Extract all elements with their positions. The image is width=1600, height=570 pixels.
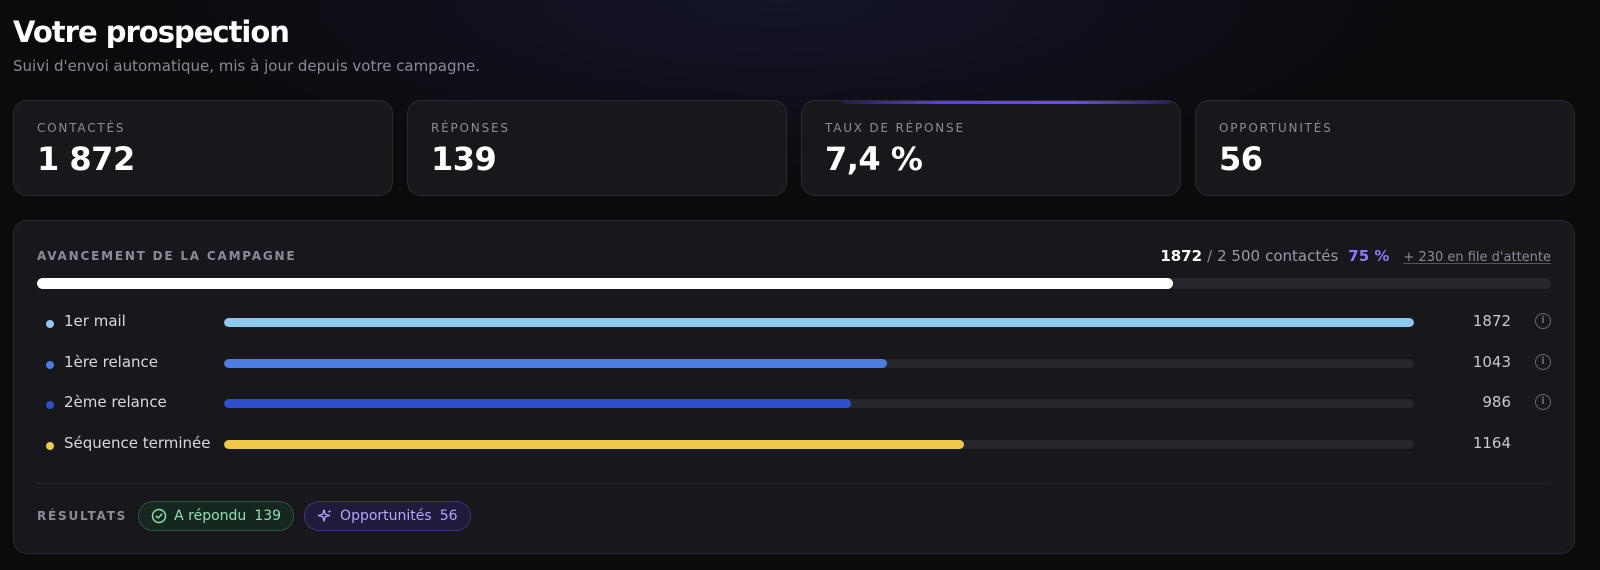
stat-card-contacts: CONTACTÉS 1 872 [13,100,393,196]
sequence-steps: 1er mail 1872 i 1ère relance 1043 i 2ème relan… [37,311,1551,473]
info-icon[interactable]: i [1535,313,1551,329]
step-progress-fill [224,358,887,368]
page-title: Votre prospection [13,15,290,49]
divider [37,483,1551,484]
chip-label: A répondu [174,508,247,524]
replied-chip[interactable]: A répondu 139 [138,501,295,531]
step-count: 1872 [1472,312,1511,330]
sequence-step-row: 2ème relance 986 i [37,392,1551,433]
step-progress-fill [224,399,852,408]
stats-row: CONTACTÉS 1 872 RÉPONSES 139 TAUX DE RÉP… [13,100,1575,196]
stat-card-opportunities: OPPORTUNITÉS 56 [1195,100,1575,196]
contacted-count: 1872 [1160,247,1203,265]
step-label: 1ère relance [64,352,159,371]
step-label: Séquence terminée [64,433,211,452]
sequence-step-row: 1er mail 1872 i [37,311,1551,352]
step-progress-bar [224,358,1414,368]
step-progress-bar [224,399,1414,408]
stat-label: TAUX DE RÉPONSE [825,121,965,135]
campaign-progress-fill [37,278,1173,289]
step-label: 1er mail [64,312,126,330]
stat-label: OPPORTUNITÉS [1219,121,1333,135]
info-icon[interactable]: i [1535,353,1551,370]
total-count: 2 500 [1217,247,1261,265]
step-progress-bar [224,439,1414,449]
queue-link[interactable]: + 230 en file d'attente [1403,250,1551,265]
results-row: RÉSULTATS A répondu 139 Opportunités 56 [37,501,481,531]
chip-count: 56 [439,508,458,524]
step-dot [46,320,54,328]
campaign-progress-summary: 1872 / 2 500 contactés 75 % + 230 en fil… [1160,247,1551,265]
page-subtitle: Suivi d'envoi automatique, mis à jour de… [13,57,480,75]
campaign-progress-title: AVANCEMENT DE LA CAMPAGNE [37,249,297,263]
step-dot [46,360,54,369]
campaign-progress-bar [37,278,1551,289]
step-progress-bar [224,318,1414,327]
step-count: 986 [1482,393,1511,411]
stat-card-responses: RÉPONSES 139 [407,100,787,196]
step-count: 1043 [1472,352,1511,371]
check-circle-icon [151,508,167,524]
step-dot [46,401,54,409]
sequence-step-row: 1ère relance 1043 i [37,352,1551,393]
progress-percent: 75 % [1348,247,1390,265]
stat-value: 56 [1219,140,1263,178]
sparkle-icon [317,509,332,522]
step-count: 1164 [1472,433,1511,452]
chip-count: 139 [254,508,282,524]
sequence-step-row: Séquence terminée 1164 [37,433,1551,474]
stat-value: 139 [431,140,497,178]
step-progress-fill [224,318,1414,327]
campaign-progress-panel: AVANCEMENT DE LA CAMPAGNE 1872 / 2 500 c… [13,220,1575,554]
chip-label: Opportunités [340,508,432,524]
step-dot [46,441,54,450]
opportunities-chip[interactable]: Opportunités 56 [304,501,471,531]
step-progress-fill [224,439,965,449]
results-label: RÉSULTATS [37,509,128,523]
stat-card-response-rate: TAUX DE RÉPONSE 7,4 % [801,100,1181,196]
step-label: 2ème relance [64,393,167,411]
count-separator: / [1207,247,1213,265]
stat-value: 7,4 % [825,140,923,178]
info-icon[interactable]: i [1535,394,1551,410]
stat-value: 1 872 [37,140,135,178]
campaign-progress-header: AVANCEMENT DE LA CAMPAGNE 1872 / 2 500 c… [37,247,1551,267]
count-unit: contactés [1265,247,1339,265]
stat-label: RÉPONSES [431,121,510,135]
stat-label: CONTACTÉS [37,121,126,135]
